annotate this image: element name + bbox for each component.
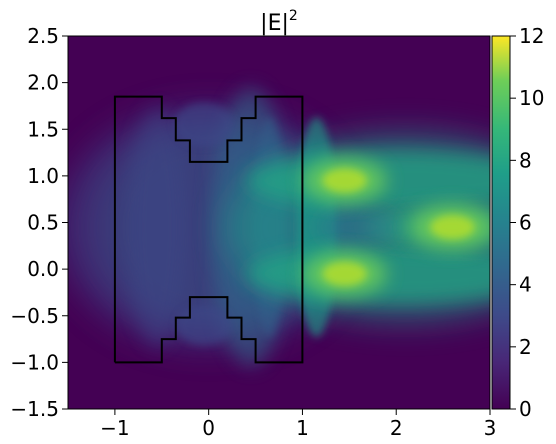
field-hotspot-core-2: [322, 261, 367, 286]
colorbar-ticks: 0 2 4 6 8 10 12: [510, 24, 544, 421]
chart-title: |E|2: [260, 8, 298, 36]
x-tick-label: 0: [202, 416, 215, 440]
chart-title-superscript: 2: [289, 8, 298, 24]
x-tick-label: 3: [484, 416, 497, 440]
heatmap-field: [68, 36, 490, 409]
field-hotspot-core-3: [430, 215, 475, 240]
y-tick-label: −1.0: [10, 350, 59, 374]
colorbar-tick-label: 2: [519, 335, 532, 359]
colorbar-tick-label: 6: [519, 211, 532, 235]
y-tick-label: −1.5: [10, 397, 59, 421]
field-gap: [318, 209, 399, 246]
x-axis: −1 0 1 2 3: [100, 409, 496, 440]
y-tick-label: 1.0: [27, 164, 59, 188]
y-tick-label: 0.0: [27, 257, 59, 281]
x-tick-label: −1: [100, 416, 129, 440]
colorbar-tick-label: 0: [519, 397, 532, 421]
colorbar: [491, 35, 511, 410]
field-lobe: [175, 305, 232, 346]
y-tick-label: 0.5: [27, 211, 59, 235]
y-tick-label: −0.5: [10, 304, 59, 328]
y-tick-label: 1.5: [27, 117, 59, 141]
colorbar-tick-label: 8: [519, 148, 532, 172]
device-outline: [113, 95, 304, 364]
x-tick-label: 2: [390, 416, 403, 440]
colorbar-tick-label: 10: [519, 86, 544, 110]
y-tick-label: 2.5: [27, 24, 59, 48]
y-tick-label: 2.0: [27, 71, 59, 95]
y-axis: −1.5 −1.0 −0.5 0.0 0.5 1.0 1.5 2.0 2.5: [10, 24, 68, 421]
field-hotspot-core-1: [322, 168, 367, 193]
colorbar-tick-label: 4: [519, 273, 532, 297]
field-band: [127, 107, 188, 348]
x-tick-label: 1: [296, 416, 309, 440]
field-lobe: [173, 102, 234, 147]
colorbar-tick-label: 12: [519, 24, 544, 48]
